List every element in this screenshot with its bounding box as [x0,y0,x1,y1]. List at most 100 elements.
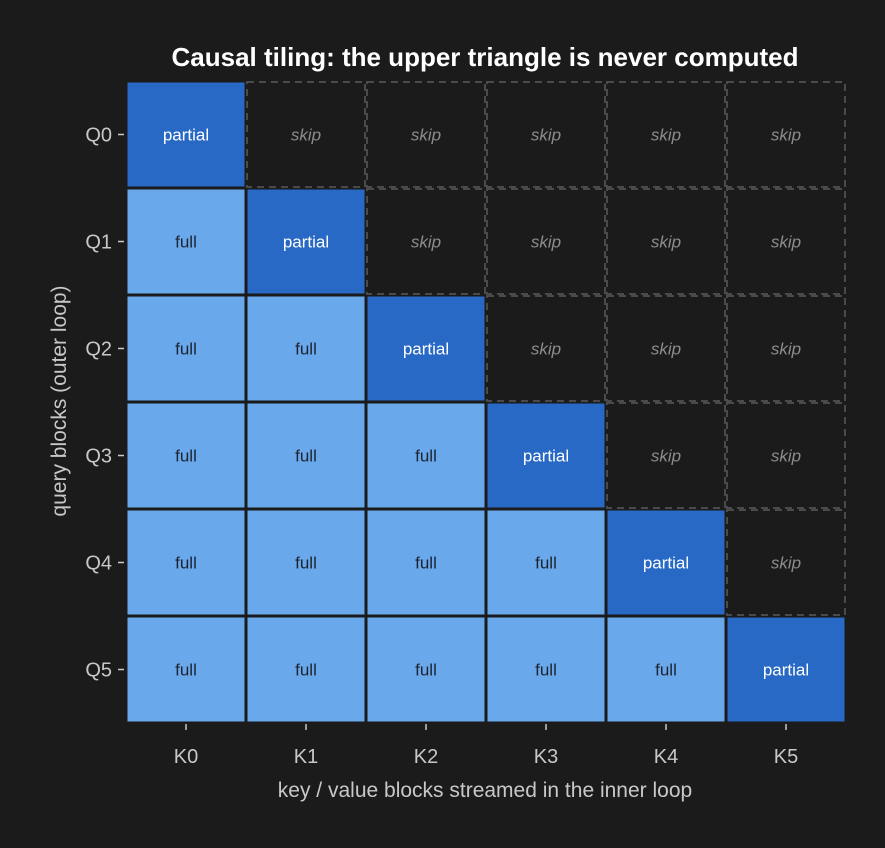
cells-layer: partial skip skip skip skip skip full partial sk… [127,81,846,722]
y-tick-label: Q4 [85,553,112,575]
cell-rect-partial [487,403,605,508]
cell-label: skip [531,233,561,252]
cell-rect-skip [726,295,846,402]
cell-q0-k4: skip [606,81,726,188]
cell-label: skip [291,126,321,145]
cell-rect-skip [726,188,846,295]
cell-label: partial [523,447,569,466]
cell-label: full [535,554,557,573]
cell-label: skip [771,554,801,573]
cell-q2-k0: full [127,296,245,401]
cell-q2-k2: partial [367,296,485,401]
cell-q4-k2: full [367,510,485,615]
cell-label: skip [651,126,681,145]
chart-title: Causal tiling: the upper triangle is nev… [172,42,799,72]
x-axis-label: key / value blocks streamed in the inner… [278,779,692,802]
cell-rect-skip [366,188,486,295]
cell-label: full [295,661,317,680]
cell-label: skip [651,447,681,466]
cell-rect-skip [726,81,846,188]
cell-q2-k5: skip [726,295,846,402]
x-tick-label: K1 [294,746,318,768]
cell-rect-full [127,403,245,508]
y-tick-label: Q0 [85,125,112,147]
cell-q3-k5: skip [726,402,846,509]
cell-label: full [415,554,437,573]
cell-rect-partial [367,296,485,401]
cell-q1-k0: full [127,189,245,294]
y-axis-label: query blocks (outer loop) [48,285,71,516]
y-tick-label: Q2 [85,339,112,361]
cell-label: skip [531,340,561,359]
cell-label: skip [771,126,801,145]
cell-q5-k3: full [487,617,605,722]
cell-label: full [655,661,677,680]
cell-q4-k0: full [127,510,245,615]
cell-label: skip [411,233,441,252]
x-tick-label: K2 [414,746,438,768]
cell-rect-full [127,617,245,722]
cell-label: skip [771,233,801,252]
cell-label: partial [283,233,329,252]
cell-q5-k2: full [367,617,485,722]
cell-rect-partial [607,510,725,615]
cell-label: partial [163,126,209,145]
cell-q5-k4: full [607,617,725,722]
cell-q4-k4: partial [607,510,725,615]
ticks-layer: Q0 Q1 Q2 Q3 Q4 Q5 K0 K1 K2 K3 K4 K5 [85,125,798,769]
x-tick-label: K5 [774,746,798,768]
cell-q4-k5: skip [726,509,846,616]
y-tick-label: Q5 [85,660,112,682]
cell-rect-skip [246,81,366,188]
cell-label: full [415,661,437,680]
cell-rect-full [487,617,605,722]
cell-q4-k1: full [247,510,365,615]
cell-label: full [175,554,197,573]
cell-rect-full [127,510,245,615]
cell-rect-skip [726,509,846,616]
y-tick-label: Q3 [85,446,112,468]
cell-q3-k1: full [247,403,365,508]
cell-rect-skip [606,295,726,402]
cell-rect-full [367,403,485,508]
cell-q3-k0: full [127,403,245,508]
cell-q3-k4: skip [606,402,726,509]
cell-rect-skip [486,81,606,188]
cell-label: skip [651,233,681,252]
cell-rect-full [127,189,245,294]
cell-label: skip [651,340,681,359]
cell-label: partial [763,661,809,680]
cell-q1-k4: skip [606,188,726,295]
cell-rect-full [247,510,365,615]
cell-rect-full [247,296,365,401]
x-tick-label: K4 [654,746,678,768]
cell-q0-k2: skip [366,81,486,188]
cell-label: full [295,447,317,466]
x-tick-label: K0 [174,746,198,768]
cell-rect-skip [606,402,726,509]
cell-q1-k3: skip [486,188,606,295]
cell-rect-skip [486,295,606,402]
cell-rect-skip [606,188,726,295]
cell-rect-full [367,617,485,722]
cell-label: partial [403,340,449,359]
cell-q3-k3: partial [487,403,605,508]
cell-rect-skip [366,81,486,188]
cell-label: skip [531,126,561,145]
cell-rect-partial [127,82,245,187]
cell-label: full [535,661,557,680]
cell-q3-k2: full [367,403,485,508]
cell-label: full [175,447,197,466]
cell-label: partial [643,554,689,573]
cell-q5-k0: full [127,617,245,722]
cell-q2-k1: full [247,296,365,401]
cell-rect-partial [727,617,845,722]
cell-label: full [295,340,317,359]
cell-label: full [175,233,197,252]
cell-q5-k5: partial [727,617,845,722]
x-tick-label: K3 [534,746,558,768]
cell-q1-k2: skip [366,188,486,295]
cell-q0-k0: partial [127,82,245,187]
cell-label: skip [771,340,801,359]
